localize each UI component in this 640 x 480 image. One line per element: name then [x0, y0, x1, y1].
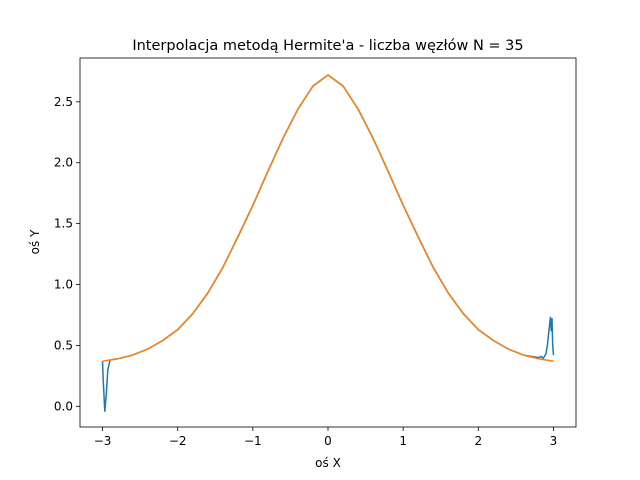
x-tick-label: −3	[94, 434, 112, 448]
y-axis-label: oś Y	[28, 229, 42, 254]
x-tick-label: −1	[244, 434, 262, 448]
series-line-2	[102, 74, 554, 362]
y-tick-label: 2.0	[54, 156, 73, 170]
x-tick-label: 1	[399, 434, 407, 448]
y-tick-label: 0.0	[54, 399, 73, 413]
x-tick-label: 3	[550, 434, 558, 448]
y-tick-label: 0.5	[54, 338, 73, 352]
y-axis-ticks: 0.0 0.5 1.0 1.5 2.0 2.5	[54, 95, 80, 413]
x-tick-label: 2	[474, 434, 482, 448]
axes-frame	[79, 57, 577, 428]
x-axis-ticks: −3 −2 −1 0 1 2 3	[94, 427, 558, 448]
y-tick-label: 1.5	[54, 217, 73, 231]
x-tick-label: −2	[169, 434, 187, 448]
y-tick-label: 1.0	[54, 278, 73, 292]
x-tick-label: 0	[324, 434, 332, 448]
plot-area	[101, 74, 555, 412]
y-tick-label: 2.5	[54, 95, 73, 109]
chart-title: Interpolacja metodą Hermite'a - liczba w…	[132, 38, 523, 54]
x-axis-label: oś X	[315, 456, 341, 470]
